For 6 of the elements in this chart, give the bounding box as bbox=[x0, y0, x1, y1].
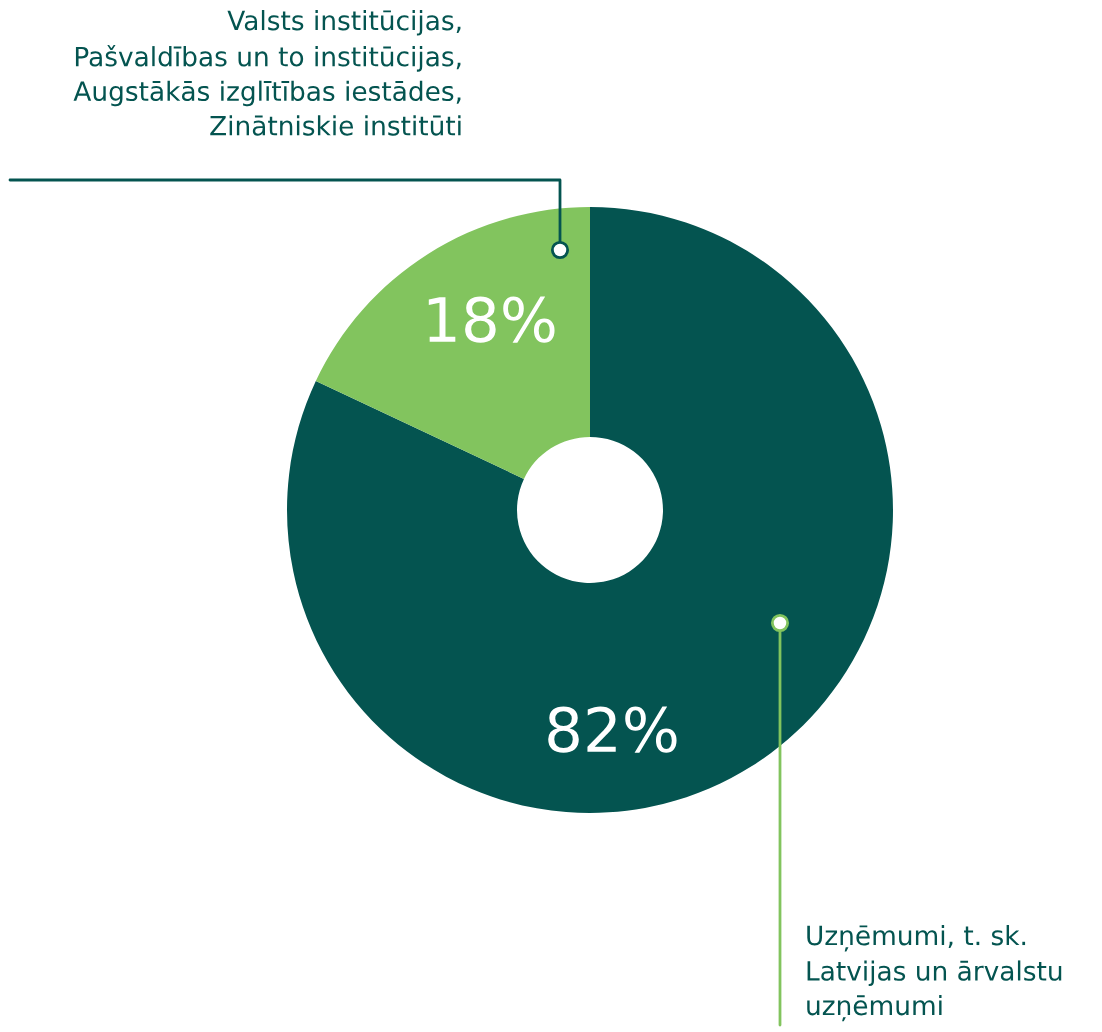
slice-label: Uzņēmumi, t. sk. Latvijas un ārvalstu uzņēmumi bbox=[807, 925, 1062, 1022]
slice-label: Valsts institūcijas, Pašvaldības un to institūcijas, Augstākās izglītības iestādes, Zinātniskie institūti bbox=[73, 10, 461, 136]
donut-slice bbox=[315, 207, 590, 479]
data-label: 18% bbox=[428, 296, 555, 343]
data-label: 82% bbox=[548, 706, 677, 753]
donut-slice bbox=[287, 207, 893, 813]
